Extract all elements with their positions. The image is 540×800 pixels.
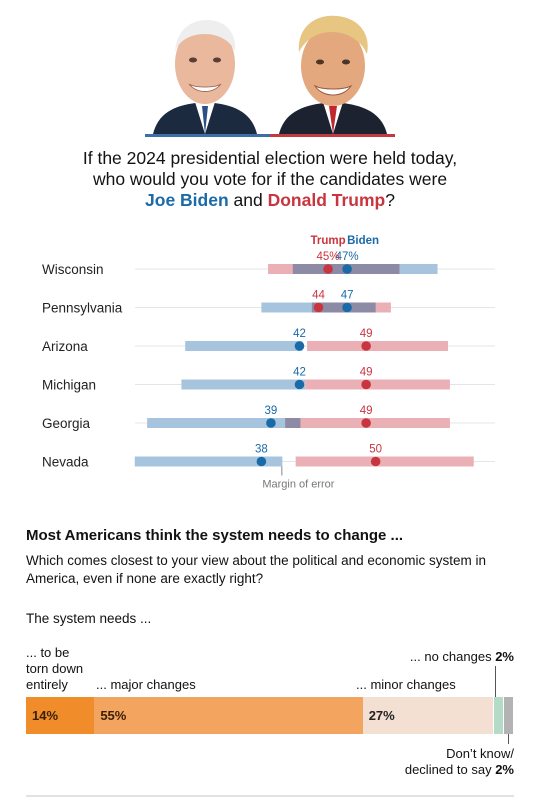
trump-value-michigan: 49: [360, 367, 373, 379]
biden-moe-bar-arizona: [185, 341, 303, 351]
biden-value-arizona: 42: [293, 328, 306, 340]
system-change-stacked-bar: 14% 55% 27%: [26, 697, 514, 734]
biden-value-wisconsin: 47%: [336, 251, 359, 263]
stack-segment-2: 55%: [94, 697, 363, 734]
trump-dot-pennsylvania: [313, 302, 324, 313]
portrait-color-rule: [145, 134, 395, 137]
trump-dot-nevada: [370, 456, 381, 467]
headline-trump-name: Donald Trump: [267, 190, 386, 210]
biden-moe-bar-georgia: [147, 418, 301, 428]
headline-and: and: [228, 190, 268, 210]
state-label-georgia: Georgia: [42, 416, 91, 431]
state-label-michigan: Michigan: [42, 378, 96, 393]
trump-value-arizona: 49: [360, 328, 373, 340]
label-dont-know-text: Don’t know/ declined to say: [404, 746, 514, 777]
donald-trump-portrait: [273, 6, 393, 134]
stack-value-label-1: 14%: [32, 708, 59, 723]
biden-value-nevada: 38: [255, 444, 268, 456]
state-label-arizona: Arizona: [42, 339, 88, 354]
system-change-heading: Most Americans think the system needs to…: [26, 527, 404, 544]
headline-biden-name: Joe Biden: [145, 190, 229, 210]
label-dont-know-pct: 2%: [495, 762, 514, 777]
biden-dot-wisconsin: [342, 264, 352, 274]
state-label-wisconsin: Wisconsin: [42, 262, 104, 277]
state-label-pennsylvania: Pennsylvania: [42, 301, 123, 316]
system-change-question: Which comes closest to your view about t…: [26, 553, 486, 586]
headline-qmark: ?: [385, 190, 395, 210]
headline-line-2: who would you vote for if the candidates…: [92, 169, 448, 189]
trump-value-wisconsin: 45%: [317, 251, 340, 263]
no-changes-leader-line: [495, 666, 496, 697]
label-torn-down: ... to be torn down entirely: [26, 645, 84, 692]
label-major-changes: ... major changes: [96, 677, 196, 692]
stack-segment-4: [494, 697, 505, 734]
trump-value-pennsylvania: 44: [312, 290, 325, 302]
legend-trump: Trump: [310, 235, 345, 247]
biden-moe-bar-nevada: [134, 456, 283, 467]
biden-dot-georgia: [266, 418, 276, 428]
biden-value-pennsylvania: 47: [341, 290, 354, 302]
label-no-changes: ... no changes 2%: [410, 649, 514, 665]
state-poll-dot-chart: Trump Biden Wisconsin 47%45% Pennsylvania 47 4…: [42, 235, 495, 491]
headline-line-1: If the 2024 presidential election were h…: [82, 148, 458, 168]
state-label-nevada: Nevada: [42, 455, 89, 470]
poll-question-headline: If the 2024 presidential election were h…: [20, 148, 520, 211]
system-needs-lead: The system needs ...: [26, 611, 152, 626]
trump-dot-arizona: [361, 341, 371, 351]
joe-biden-portrait: [145, 6, 265, 134]
biden-dot-michigan: [294, 379, 305, 390]
stack-segment-5: [504, 697, 514, 734]
biden-value-georgia: 39: [265, 405, 278, 417]
label-no-changes-pct: 2%: [495, 649, 514, 664]
trump-value-georgia: 49: [360, 405, 373, 417]
biden-dot-arizona: [294, 341, 305, 351]
candidate-portraits: [145, 6, 395, 138]
trump-moe-bar-nevada: [295, 456, 474, 467]
trump-dot-georgia: [361, 418, 371, 428]
biden-dot-pennsylvania: [342, 302, 352, 313]
stack-value-label-3: 27%: [368, 708, 395, 723]
trump-value-nevada: 50: [369, 444, 382, 456]
legend-biden: Biden: [347, 235, 379, 247]
trump-moe-bar-michigan: [305, 379, 450, 390]
label-no-changes-text: ... no changes: [409, 649, 492, 664]
moe-annotation-label: Margin of error: [262, 479, 334, 491]
biden-moe-bar-michigan: [181, 379, 306, 390]
stack-value-label-2: 55%: [100, 708, 127, 723]
dont-know-leader-line: [508, 734, 509, 744]
moe-overlap-georgia: [285, 418, 301, 428]
stack-segment-3: 27%: [362, 697, 495, 734]
trump-dot-michigan: [361, 379, 371, 390]
bottom-divider: [26, 795, 514, 797]
label-minor-changes: ... minor changes: [356, 677, 456, 692]
headline-line-3: Joe Biden and Donald Trump?: [20, 190, 520, 211]
trump-dot-wisconsin: [323, 264, 333, 274]
trump-moe-bar-arizona: [307, 341, 449, 351]
label-dont-know: Don’t know/ declined to say 2%: [405, 746, 514, 778]
biden-value-michigan: 42: [293, 367, 306, 379]
biden-dot-nevada: [256, 456, 267, 467]
stack-segment-1: 14%: [26, 697, 95, 734]
